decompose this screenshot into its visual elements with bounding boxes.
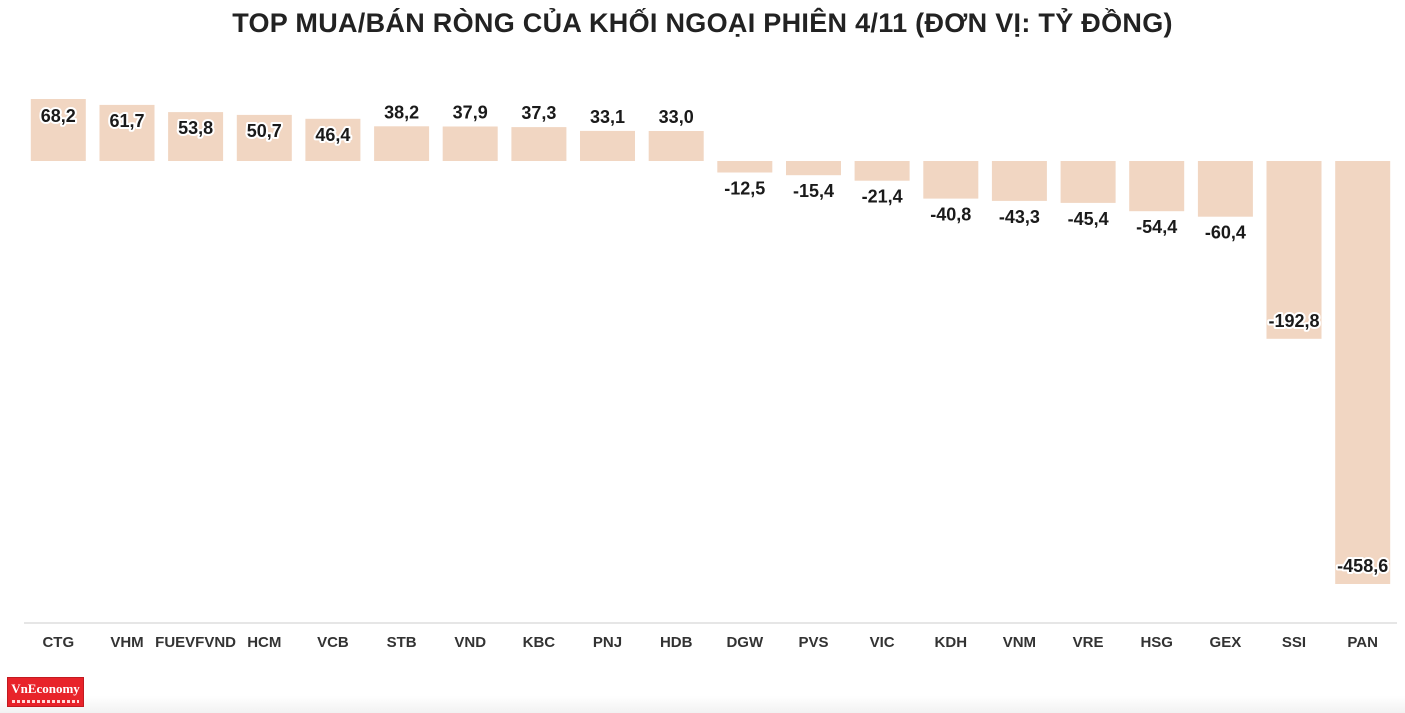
bar-kdh [923,161,979,199]
value-label-vnd: 37,9 [453,103,488,123]
chart-title: TOP MUA/BÁN RÒNG CỦA KHỐI NGOẠI PHIÊN 4/… [232,8,1173,38]
bar-hdb [648,131,704,161]
x-tick-hdb: HDB [660,634,693,651]
value-label-vnm: -43,3 [999,207,1040,227]
bar-vic [854,161,910,181]
x-tick-vre: VRE [1073,634,1104,651]
bar-vnd [442,126,498,161]
footer-strip [0,696,1405,713]
value-label-hcm: 50,7 [247,121,282,141]
x-tick-dgw: DGW [726,634,764,651]
value-label-vcb: 46,4 [315,125,350,145]
bar-vre [1060,161,1116,203]
x-tick-pan: PAN [1347,634,1378,651]
value-label-hdb: 33,0 [659,107,694,127]
bar-vnm [991,161,1047,201]
value-label-dgw: -12,5 [724,179,765,199]
x-tick-fuevfvnd: FUEVFVND [155,634,236,651]
x-tick-stb: STB [387,634,417,651]
value-labels-layer: 68,2 61,7 53,8 50,7 46,4 38,2 37,9 37,3 33,1 33,0… [39,100,1390,578]
value-label-pan: -458,6 [1337,556,1388,576]
vneconomy-logo: VnEconomy [7,677,84,707]
x-tick-hcm: HCM [247,634,281,651]
value-label-kdh: -40,8 [930,205,971,225]
value-label-stb: 38,2 [384,102,419,122]
x-tick-vnd: VND [454,634,486,651]
x-tick-pvs: PVS [798,634,828,651]
bar-dgw [717,161,773,173]
logo-tagline [12,700,79,703]
x-tick-vcb: VCB [317,634,349,651]
x-tick-vic: VIC [870,634,895,651]
bar-pnj [580,130,635,161]
bar-hcm [236,114,292,161]
x-tick-ssi: SSI [1282,634,1306,651]
bar-pvs [786,161,841,176]
value-label-vre: -45,4 [1068,209,1109,229]
bar-pan [1335,161,1391,584]
bar-gex [1197,161,1253,217]
bar-ssi [1266,161,1322,339]
value-label-vic: -21,4 [862,187,903,207]
value-label-pvs: -15,4 [793,181,834,201]
bars-layer [30,99,1391,584]
value-label-ctg: 68,2 [41,106,76,126]
logo-text: VnEconomy [11,681,80,696]
value-label-vhm: 61,7 [109,111,144,131]
value-label-fuevfvnd: 53,8 [178,118,213,138]
value-label-ssi: -192,8 [1268,311,1319,331]
x-tick-hsg: HSG [1140,634,1173,651]
x-tick-vhm: VHM [110,634,143,651]
bar-vcb [305,118,361,161]
bar-fuevfvnd [168,112,224,161]
x-tick-ctg: CTG [42,634,74,651]
x-tick-vnm: VNM [1003,634,1036,651]
bar-stb [374,126,430,161]
bar-hsg [1129,161,1185,212]
value-label-pnj: 33,1 [590,107,625,127]
bar-ctg [30,99,86,161]
x-tick-pnj: PNJ [593,634,622,651]
bar-kbc [511,127,567,161]
value-label-hsg: -54,4 [1136,217,1177,237]
value-label-gex: -60,4 [1205,223,1246,243]
x-tick-kdh: KDH [935,634,968,651]
x-axis-ticks: CTG VHM FUEVFVND HCM VCB STB VND KBC PNJ HDB DGW PV… [42,634,1378,651]
x-tick-kbc: KBC [523,634,556,651]
x-tick-gex: GEX [1210,634,1242,651]
bar-vhm [99,104,155,161]
value-label-kbc: 37,3 [521,103,556,123]
